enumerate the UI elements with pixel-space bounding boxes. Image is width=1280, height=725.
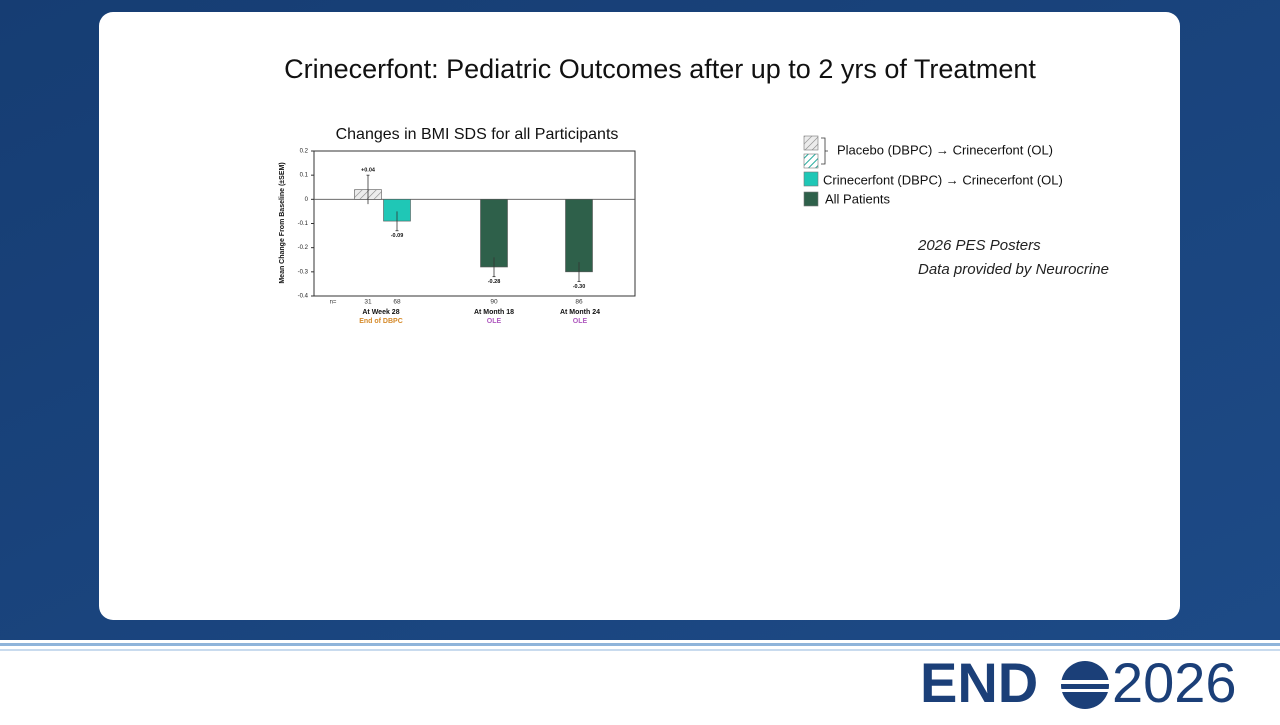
logo-globe (1061, 661, 1111, 709)
card (99, 12, 1180, 620)
bar (565, 199, 593, 273)
value-label: +0.04 (361, 168, 376, 174)
legend-swatch (803, 171, 819, 187)
legend-swatch (803, 191, 819, 207)
note: Data provided by Neurocrine (918, 261, 1109, 278)
y-tick-label: -0.3 (298, 269, 309, 275)
legend-swatch (803, 153, 819, 169)
n-value: 86 (575, 299, 583, 306)
legend-label: Crinecerfont (DBPC) → Crinecerfont (OL) (823, 172, 1063, 187)
chart-title: Changes in BMI SDS for all Participants (336, 126, 619, 143)
footer-line (0, 649, 1280, 651)
y-tick-label: 0.2 (300, 149, 309, 155)
x-sublabel: OLE (573, 318, 588, 325)
y-tick-label: -0.4 (298, 294, 309, 300)
x-sublabel: End of DBPC (359, 318, 403, 325)
value-label: -0.09 (391, 233, 404, 239)
x-tick-label: At Month 24 (560, 309, 600, 316)
y-tick-label: 0 (305, 197, 309, 203)
x-sublabel: OLE (487, 318, 502, 325)
legend-swatch (803, 135, 819, 151)
logo-text: 2026 (1112, 651, 1237, 714)
note: 2026 PES Posters (917, 237, 1041, 254)
y-tick-label: -0.2 (298, 245, 309, 251)
footer-line (0, 643, 1280, 646)
x-tick-label: At Week 28 (362, 309, 399, 316)
legend-label: All Patients (825, 191, 891, 206)
x-tick-label: At Month 18 (474, 309, 514, 316)
n-value: 68 (393, 299, 401, 306)
legend-label: Placebo (DBPC) → Crinecerfont (OL) (837, 142, 1053, 157)
y-tick-label: 0.1 (300, 173, 309, 179)
logo-text: END (920, 651, 1038, 714)
y-tick-label: -0.1 (298, 221, 309, 227)
n-label: n= (330, 300, 337, 306)
y-axis-label: Mean Change From Baseline (±SEM) (279, 162, 286, 283)
slide-title: Crinecerfont: Pediatric Outcomes after u… (284, 54, 1036, 84)
bar (480, 199, 508, 268)
value-label: -0.28 (488, 279, 501, 285)
n-value: 31 (364, 299, 372, 306)
legend-bracket (821, 137, 828, 165)
value-label: -0.30 (573, 284, 586, 290)
n-value: 90 (490, 299, 498, 306)
